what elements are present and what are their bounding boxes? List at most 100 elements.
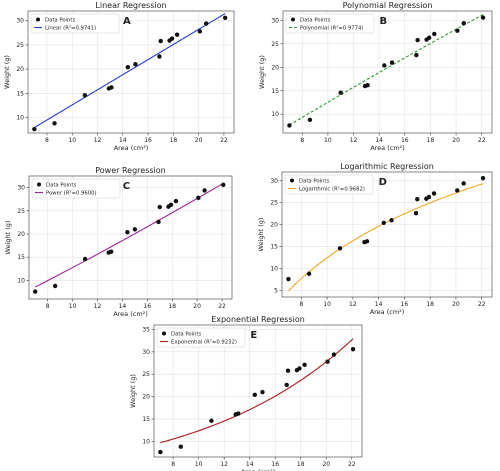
x-tick-label: 16 xyxy=(401,137,409,144)
legend-label: Logarithmic (R²=0.9682) xyxy=(299,186,365,193)
x-tick-label: 18 xyxy=(427,137,435,144)
x-tick-label: 16 xyxy=(144,137,152,144)
data-point xyxy=(174,32,180,37)
x-tick-label: 14 xyxy=(119,303,127,310)
plot-frame xyxy=(282,10,493,134)
data-point xyxy=(82,93,88,98)
x-tick-label: 10 xyxy=(195,461,203,468)
data-point xyxy=(331,352,337,357)
x-tick-label: 10 xyxy=(323,301,331,308)
panel-letter: C xyxy=(123,181,130,192)
y-tick-label: 30 xyxy=(17,185,25,192)
y-axis-label: Weight (g) xyxy=(258,55,266,89)
data-point xyxy=(413,211,419,216)
data-point xyxy=(196,195,201,201)
y-tick-label: 20 xyxy=(271,64,279,71)
panel-e: Exponential Regression 8 10 12 14 16 18 20 22 10 1… xyxy=(129,315,363,471)
y-tick-label: 10 xyxy=(270,265,278,272)
data-point xyxy=(415,37,420,43)
data-point xyxy=(108,249,114,254)
data-point xyxy=(338,90,343,95)
data-point xyxy=(337,246,343,251)
data-point xyxy=(287,123,292,128)
y-tick-label: 10 xyxy=(271,111,279,118)
data-point xyxy=(222,15,228,20)
x-axis-label: Area (cm²) xyxy=(370,308,405,316)
legend-label: Linear (R²=0.9741) xyxy=(45,25,96,32)
fit-line xyxy=(289,14,484,126)
plot-frame xyxy=(28,175,233,300)
y-axis-label: Weight (g) xyxy=(129,374,137,408)
x-tick-label: 14 xyxy=(375,301,383,308)
x-tick-label: 18 xyxy=(297,461,305,468)
chart-title: Linear Regression xyxy=(95,1,166,10)
panel-letter: B xyxy=(380,16,388,27)
data-point xyxy=(414,52,419,58)
chart-title: Logarithmic Regression xyxy=(340,162,434,171)
x-tick-label: 12 xyxy=(94,137,102,144)
panel-letter: A xyxy=(123,16,131,27)
legend-marker xyxy=(290,178,294,183)
data-point xyxy=(455,28,460,33)
data-point xyxy=(52,121,57,126)
x-tick-label: 22 xyxy=(218,303,226,310)
data-point xyxy=(307,117,313,123)
y-tick-label: 20 xyxy=(270,222,278,229)
x-tick-label: 20 xyxy=(195,137,203,144)
fit-line xyxy=(34,13,226,129)
panel-letter: E xyxy=(250,330,257,341)
plot-frame xyxy=(153,324,363,458)
data-point xyxy=(480,175,486,181)
data-point xyxy=(461,21,466,26)
data-point xyxy=(286,276,291,282)
x-tick-label: 18 xyxy=(426,301,434,308)
x-tick-label: 22 xyxy=(220,137,228,144)
x-tick-label: 12 xyxy=(349,301,357,308)
y-tick-label: 20 xyxy=(142,394,150,401)
y-tick-label: 25 xyxy=(17,208,25,215)
x-tick-label: 10 xyxy=(68,137,76,144)
fit-line xyxy=(34,182,224,288)
x-tick-label: 22 xyxy=(348,461,356,468)
y-tick-label: 15 xyxy=(271,88,279,95)
chart-title: Polynomial Regression xyxy=(343,1,433,10)
legend-label: Exponential (R²=0.9232) xyxy=(171,339,237,346)
x-tick-label: 12 xyxy=(94,303,102,310)
x-tick-label: 14 xyxy=(246,461,254,468)
legend xyxy=(30,13,120,34)
x-tick-label: 8 xyxy=(171,461,175,468)
x-tick-label: 20 xyxy=(452,301,460,308)
x-tick-label: 10 xyxy=(324,137,332,144)
data-point xyxy=(157,54,162,59)
panel-c: Power Regression 8 10 12 14 16 18 20 22 10 15 20 25 3… xyxy=(4,166,233,318)
legend-label: Power (R²=0.9600) xyxy=(46,190,97,197)
data-point xyxy=(381,220,386,226)
data-point xyxy=(389,218,394,223)
y-tick-label: 25 xyxy=(142,371,150,378)
y-tick-label: 15 xyxy=(142,416,150,423)
data-point xyxy=(125,64,131,70)
x-tick-label: 8 xyxy=(300,137,304,144)
y-axis-label: Weight (g) xyxy=(257,218,265,252)
chart-title: Exponential Regression xyxy=(211,315,305,324)
data-point xyxy=(260,389,265,395)
y-tick-label: 10 xyxy=(17,277,25,284)
x-tick-label: 20 xyxy=(322,461,330,468)
y-tick-label: 10 xyxy=(16,115,24,122)
legend xyxy=(284,174,374,195)
legend-label: Data Points xyxy=(300,18,330,24)
x-tick-label: 14 xyxy=(375,137,383,144)
data-point xyxy=(252,392,258,398)
data-point xyxy=(389,60,395,65)
y-tick-label: 15 xyxy=(270,244,278,251)
data-point xyxy=(197,29,203,34)
panel-letter: D xyxy=(379,177,387,188)
plot-frame xyxy=(27,10,235,134)
y-tick-label: 25 xyxy=(16,42,24,49)
x-tick-label: 8 xyxy=(46,303,50,310)
data-point xyxy=(109,85,114,90)
x-tick-label: 20 xyxy=(193,303,201,310)
x-tick-label: 8 xyxy=(299,301,303,308)
data-point xyxy=(426,194,432,200)
legend-marker xyxy=(37,182,41,187)
